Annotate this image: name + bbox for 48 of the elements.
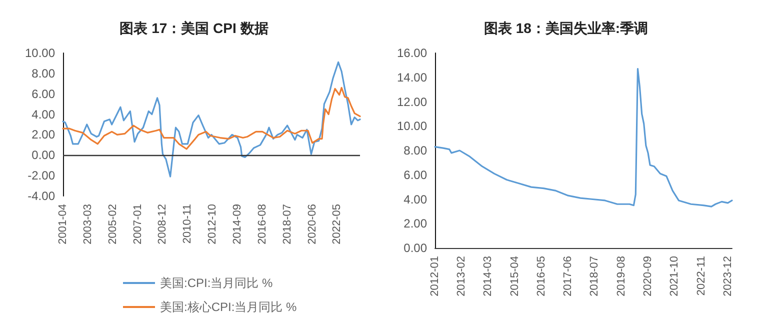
y-tick-label: 16.00 xyxy=(396,46,428,60)
x-tick-label: 2021-10 xyxy=(668,256,681,296)
y-tick-label: 10.00 xyxy=(24,46,56,60)
legend-label: 美国:CPI:当月同比 % xyxy=(160,276,274,290)
y-tick-label: -4.00 xyxy=(28,189,56,203)
y-tick-label: 6.00 xyxy=(404,168,428,182)
y-tick-label: 0.00 xyxy=(32,148,56,162)
x-tick-label: 2018-07 xyxy=(281,204,294,244)
x-tick-label: 2007-01 xyxy=(132,204,144,244)
y-tick-label: 4.00 xyxy=(404,192,428,206)
y-tick-label: 2.00 xyxy=(32,128,56,142)
x-tick-label: 2022-11 xyxy=(695,256,708,296)
x-tick-label: 2008-12 xyxy=(156,204,169,244)
x-tick-label: 2014-03 xyxy=(482,256,494,296)
y-tick-label: 8.00 xyxy=(32,66,56,80)
y-tick-label: 14.00 xyxy=(396,70,428,84)
x-tick-label: 2017-06 xyxy=(562,256,574,296)
x-tick-label: 2010-11 xyxy=(182,204,194,244)
x-tick-label: 2012-01 xyxy=(429,256,441,296)
x-tick-label: 2022-05 xyxy=(331,204,344,244)
y-tick-label: 4.00 xyxy=(32,107,56,122)
y-tick-label: -2.00 xyxy=(28,168,56,183)
y-tick-label: 10.00 xyxy=(396,119,428,134)
x-tick-label: 2005-02 xyxy=(106,204,119,244)
x-tick-label: 2003-03 xyxy=(82,204,94,244)
line-series xyxy=(62,61,361,178)
line-series xyxy=(434,68,733,208)
y-tick-label: 0.00 xyxy=(404,241,428,255)
x-tick-label: 2020-09 xyxy=(642,256,654,296)
x-tick-label: 2020-06 xyxy=(306,204,318,244)
chart-title: 图表 17：美国 CPI 数据 xyxy=(120,20,268,36)
x-tick-label: 2013-02 xyxy=(456,256,468,296)
x-tick-label: 2016-08 xyxy=(256,204,268,244)
y-tick-label: 8.00 xyxy=(404,144,428,158)
y-tick-label: 2.00 xyxy=(404,216,428,231)
legend-label: 美国:核心CPI:当月同比 % xyxy=(160,300,298,314)
x-tick-label: 2016-05 xyxy=(535,256,548,296)
y-tick-label: 6.00 xyxy=(32,86,56,101)
x-tick-label: 2012-10 xyxy=(206,204,219,244)
line-series xyxy=(62,86,361,150)
chart-title: 图表 18：美国失业率:季调 xyxy=(484,20,648,36)
x-tick-label: 2018-07 xyxy=(588,256,601,296)
x-tick-label: 2023-12 xyxy=(722,256,734,296)
y-tick-label: 12.00 xyxy=(396,94,428,109)
x-tick-label: 2019-08 xyxy=(615,256,628,296)
x-tick-label: 2001-04 xyxy=(57,204,69,244)
x-tick-label: 2014-09 xyxy=(232,204,244,244)
x-tick-label: 2015-04 xyxy=(508,256,521,296)
